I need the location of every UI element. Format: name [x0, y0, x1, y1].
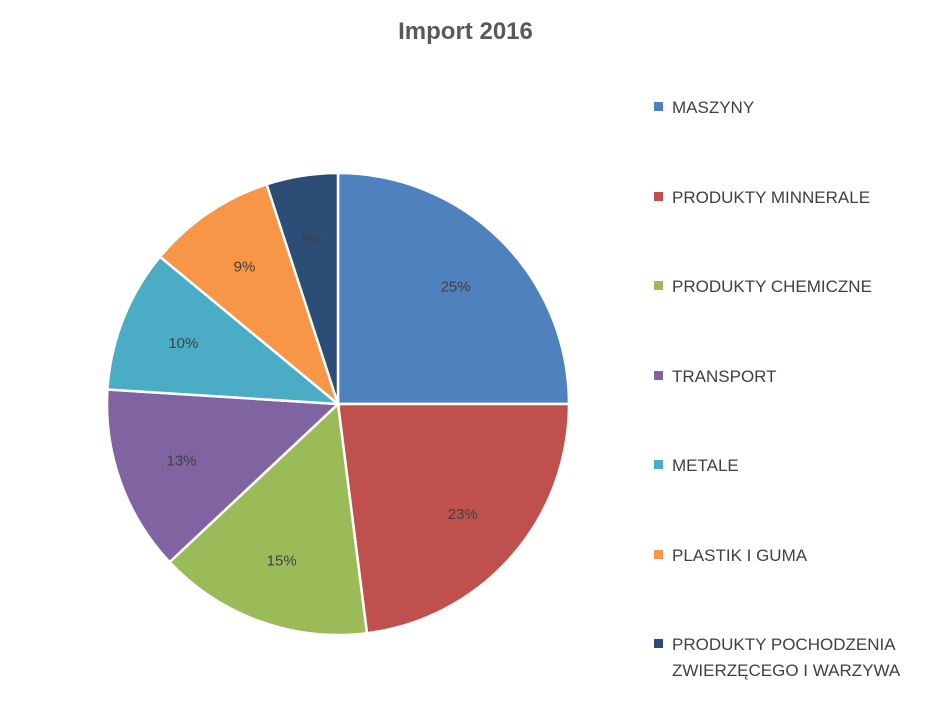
legend-item-4: METALE	[654, 448, 924, 538]
legend-swatch-0	[654, 102, 663, 111]
legend-item-5: PLASTIK I GUMA	[654, 538, 924, 628]
legend-item-3: TRANSPORT	[654, 359, 924, 449]
legend-item-0: MASZYNY	[654, 90, 924, 180]
pie-slice-5	[158, 182, 341, 408]
legend-item-6: PRODUKTY POCHODZENIA ZWIERZĘCEGO I WARZY…	[654, 627, 924, 717]
legend-swatch-2	[654, 281, 663, 290]
legend-swatch-6	[654, 639, 663, 648]
pie-slice-0	[336, 171, 571, 406]
legend-label-3: TRANSPORT	[672, 366, 777, 386]
legend-label-6: PRODUKTY POCHODZENIA ZWIERZĘCEGO I WARZY…	[672, 635, 901, 680]
slice-data-label-3: 13%	[166, 452, 196, 469]
legend-label-4: METALE	[672, 456, 739, 475]
legend-swatch-3	[654, 370, 663, 380]
pie-slice-1	[336, 402, 571, 635]
slice-data-label-5: 9%	[234, 258, 256, 275]
legend-label-1: PRODUKTY MINNERALE	[672, 187, 871, 207]
legend: MASZYNY PRODUKTY MINNERALE PRODUKTY CHEMIC…	[654, 90, 924, 717]
slice-data-label-6: 5%	[301, 232, 323, 249]
chart-title: Import 2016	[398, 18, 533, 45]
pie-slice-4	[106, 254, 342, 406]
legend-item-2: PRODUKTY CHEMICZNE	[654, 269, 924, 359]
slice-data-label-4: 10%	[168, 335, 198, 352]
legend-label-5: PLASTIK I GUMA	[672, 545, 808, 565]
legend-label-0: MASZYNY	[672, 98, 755, 117]
legend-swatch-4	[654, 460, 663, 469]
pie-slice-3	[105, 388, 341, 564]
legend-label-2: PRODUKTY CHEMICZNE	[672, 277, 872, 296]
legend-swatch-1	[654, 191, 663, 201]
legend-swatch-5	[654, 549, 663, 559]
pie-slice-2	[167, 401, 369, 637]
legend-item-1: PRODUKTY MINNERALE	[654, 180, 924, 270]
slice-data-label-1: 23%	[448, 506, 478, 523]
slice-data-label-0: 25%	[441, 278, 471, 295]
slice-data-label-2: 15%	[267, 552, 297, 569]
pie-slice-6	[265, 171, 340, 405]
